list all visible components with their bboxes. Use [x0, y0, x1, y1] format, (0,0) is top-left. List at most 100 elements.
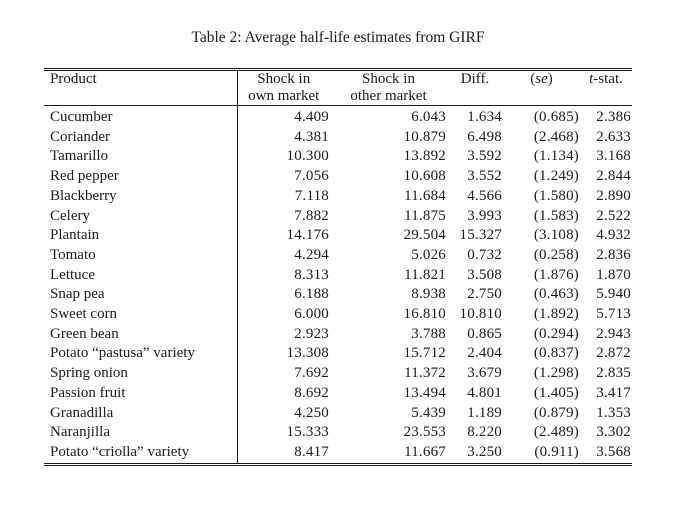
cell-other: 13.892: [403, 148, 446, 165]
header-row: Product Shock in own market Shock in oth…: [44, 69, 632, 106]
cell-product: Lettuce: [44, 265, 238, 286]
column-header-shock-other-line2: other market: [350, 88, 427, 104]
column-header-shock-own-line2: own market: [248, 88, 320, 104]
cell-own: 6.000: [294, 306, 329, 323]
column-header-tstat: t-stat.: [580, 69, 632, 106]
column-header-se: (se): [503, 69, 580, 106]
cell-product: Naranjilla: [44, 423, 238, 443]
cell-other: 11.372: [404, 365, 446, 382]
cell-product: Green bean: [44, 324, 238, 345]
cell-se: (0.294): [533, 325, 579, 342]
cell-tstat: 2.386: [596, 109, 631, 125]
cell-product: Snap pea: [44, 285, 238, 306]
table-row: Snap pea 6.188 8.938 2.750 (0.463) 5.940: [44, 285, 632, 306]
cell-se: (0.685): [533, 109, 579, 125]
cell-product: Potato “pastusa” variety: [44, 344, 238, 365]
cell-other: 15.712: [403, 345, 446, 362]
girf-table: Product Shock in own market Shock in oth…: [44, 68, 632, 466]
cell-se: (0.258): [533, 246, 579, 263]
cell-tstat: 2.836: [596, 246, 631, 263]
cell-product: Red pepper: [44, 167, 238, 187]
column-header-shock-other-line1: Shock in: [362, 71, 415, 87]
table-row: Granadilla 4.250 5.439 1.189 (0.879) 1.353: [44, 403, 632, 424]
cell-other: 11.875: [404, 207, 446, 224]
cell-own: 8.313: [294, 266, 329, 283]
cell-own: 7.692: [294, 365, 329, 382]
cell-product: Sweet corn: [44, 305, 238, 325]
cell-product: Blackberry: [44, 186, 238, 207]
cell-own: 4.294: [294, 246, 329, 263]
cell-other: 16.810: [403, 306, 446, 323]
cell-se: (0.911): [534, 443, 579, 460]
cell-own: 4.409: [294, 109, 329, 125]
cell-product: Tamarillo: [44, 147, 238, 168]
cell-other: 23.553: [403, 424, 446, 441]
cell-own: 14.176: [286, 227, 329, 244]
table-row: Tamarillo 10.300 13.892 3.592 (1.134) 3.168: [44, 147, 632, 168]
table-row: Blackberry 7.118 11.684 4.566 (1.580) 2.890: [44, 186, 632, 207]
cell-own: 4.250: [294, 404, 329, 421]
cell-se: (0.463): [533, 286, 579, 303]
cell-diff: 8.220: [467, 424, 502, 441]
table-row: Lettuce 8.313 11.821 3.508 (1.876) 1.870: [44, 265, 632, 286]
column-header-shock-other: Shock in other market: [330, 69, 447, 106]
cell-diff: 15.327: [459, 227, 502, 244]
cell-other: 5.439: [411, 404, 446, 421]
cell-se: (1.134): [533, 148, 579, 165]
cell-other: 8.938: [411, 286, 446, 303]
cell-product: Celery: [44, 206, 238, 227]
cell-product: Potato “criolla” variety: [44, 442, 238, 465]
column-header-tstat-label: t-stat.: [589, 71, 623, 87]
cell-se: (2.489): [533, 424, 579, 441]
cell-diff: 6.498: [467, 128, 502, 145]
cell-product: Tomato: [44, 245, 238, 266]
table-row: Green bean 2.923 3.788 0.865 (0.294) 2.943: [44, 324, 632, 345]
cell-se: (0.879): [533, 404, 579, 421]
cell-diff: 3.679: [467, 365, 502, 382]
cell-product: Spring onion: [44, 364, 238, 384]
cell-tstat: 1.353: [596, 404, 631, 421]
cell-own: 7.118: [294, 187, 329, 204]
cell-se: (3.108): [533, 227, 579, 244]
table-header: Product Shock in own market Shock in oth…: [44, 69, 632, 106]
cell-diff: 4.801: [467, 384, 502, 401]
cell-tstat: 4.932: [596, 227, 631, 244]
table-row: Celery 7.882 11.875 3.993 (1.583) 2.522: [44, 206, 632, 227]
table-row: Potato “criolla” variety 8.417 11.667 3.250…: [44, 442, 632, 465]
table-figure: Table 2: Average half-life estimates fro…: [44, 28, 632, 466]
cell-product: Cucumber: [44, 105, 238, 128]
cell-diff: 2.750: [467, 286, 502, 303]
cell-tstat: 3.568: [596, 443, 631, 460]
table-row: Cucumber 4.409 6.043 1.634 (0.685) 2.386: [44, 105, 632, 128]
cell-own: 2.923: [294, 325, 329, 342]
column-header-diff-label: Diff.: [460, 71, 490, 87]
cell-other: 3.788: [411, 325, 446, 342]
cell-other: 11.667: [404, 443, 446, 460]
cell-other: 6.043: [411, 109, 446, 125]
column-header-product: Product: [44, 69, 238, 106]
cell-tstat: 2.633: [596, 128, 631, 145]
cell-diff: 3.592: [467, 148, 502, 165]
cell-tstat: 2.943: [596, 325, 631, 342]
cell-own: 6.188: [294, 286, 329, 303]
cell-se: (1.405): [533, 384, 579, 401]
table-row: Naranjilla 15.333 23.553 8.220 (2.489) 3.302: [44, 423, 632, 443]
cell-diff: 3.993: [467, 207, 502, 224]
cell-own: 10.300: [286, 148, 329, 165]
cell-other: 10.608: [403, 168, 446, 185]
table-row: Spring onion 7.692 11.372 3.679 (1.298) 2.835: [44, 364, 632, 384]
cell-tstat: 3.417: [596, 384, 631, 401]
table-caption: Table 2: Average half-life estimates fro…: [191, 29, 485, 46]
column-header-se-label: (se): [530, 71, 553, 87]
table-row: Tomato 4.294 5.026 0.732 (0.258) 2.836: [44, 245, 632, 266]
cell-other: 13.494: [403, 384, 446, 401]
cell-other: 29.504: [403, 227, 446, 244]
cell-own: 8.692: [294, 384, 329, 401]
cell-tstat: 5.940: [596, 286, 631, 303]
table-row: Passion fruit 8.692 13.494 4.801 (1.405) 3.41…: [44, 383, 632, 404]
cell-product: Coriander: [44, 127, 238, 148]
cell-diff: 0.732: [467, 246, 502, 263]
cell-tstat: 2.522: [596, 207, 631, 224]
column-header-shock-own-line1: Shock in: [257, 71, 311, 87]
cell-diff: 1.189: [467, 404, 502, 421]
